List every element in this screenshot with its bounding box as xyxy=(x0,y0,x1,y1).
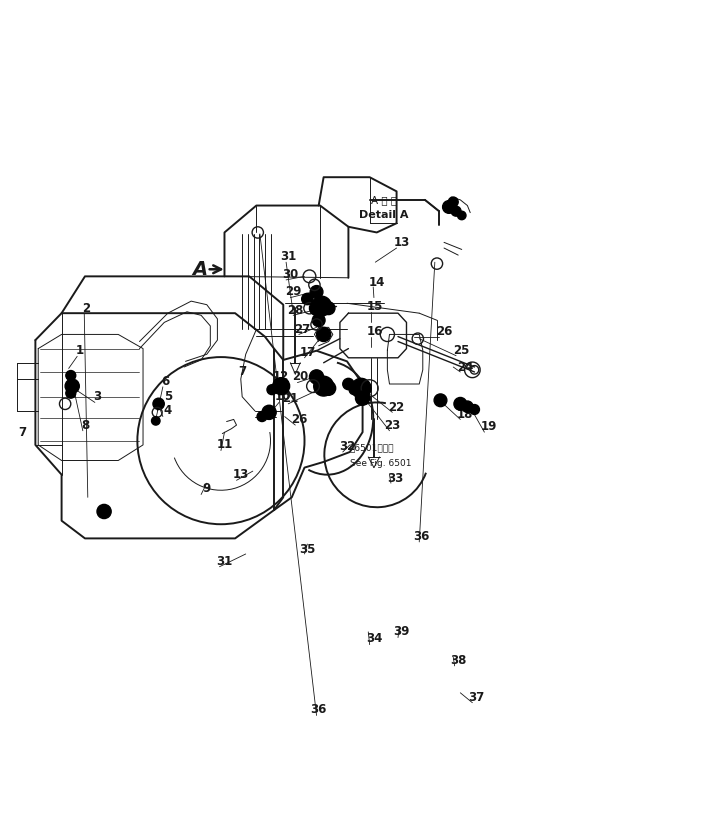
Text: 26: 26 xyxy=(436,325,452,338)
Circle shape xyxy=(262,405,276,420)
Circle shape xyxy=(351,379,371,398)
Text: See Fig. 6501: See Fig. 6501 xyxy=(350,459,412,468)
Text: 18: 18 xyxy=(457,408,474,421)
Text: 31: 31 xyxy=(280,250,296,263)
Text: 23: 23 xyxy=(384,419,400,431)
Circle shape xyxy=(309,301,324,315)
Text: 2: 2 xyxy=(82,302,90,314)
Circle shape xyxy=(434,394,447,406)
Text: 16: 16 xyxy=(367,325,383,338)
Circle shape xyxy=(272,378,289,395)
Circle shape xyxy=(310,286,323,298)
Text: 4: 4 xyxy=(164,405,172,417)
Text: 7: 7 xyxy=(18,426,27,439)
Circle shape xyxy=(314,376,333,396)
Text: 36: 36 xyxy=(311,703,327,716)
Text: 33: 33 xyxy=(387,472,403,485)
Circle shape xyxy=(316,328,331,342)
Text: 15: 15 xyxy=(367,299,383,313)
Text: 6: 6 xyxy=(161,375,170,388)
Text: 5: 5 xyxy=(164,390,172,403)
Circle shape xyxy=(461,401,473,412)
Circle shape xyxy=(97,504,111,518)
Text: 30: 30 xyxy=(282,268,299,282)
Circle shape xyxy=(66,388,76,398)
Circle shape xyxy=(312,314,325,327)
Circle shape xyxy=(301,293,313,304)
Circle shape xyxy=(349,385,359,395)
Circle shape xyxy=(66,370,76,380)
Text: 25: 25 xyxy=(454,344,470,357)
Text: 14: 14 xyxy=(368,276,385,288)
Circle shape xyxy=(454,397,466,410)
Text: 13: 13 xyxy=(393,236,410,249)
Circle shape xyxy=(257,411,267,421)
Circle shape xyxy=(151,416,160,425)
Circle shape xyxy=(311,296,331,316)
Text: 28: 28 xyxy=(287,303,304,317)
Text: 11: 11 xyxy=(216,438,232,451)
Circle shape xyxy=(322,302,335,314)
Text: 3: 3 xyxy=(93,390,101,403)
Text: 22: 22 xyxy=(388,401,405,414)
Text: A: A xyxy=(192,260,207,278)
Text: 19: 19 xyxy=(481,420,497,433)
Text: 39: 39 xyxy=(393,625,410,639)
Text: 1: 1 xyxy=(75,344,83,357)
Text: 34: 34 xyxy=(365,633,382,645)
Text: 35: 35 xyxy=(299,543,316,555)
Text: 24: 24 xyxy=(457,360,474,374)
Circle shape xyxy=(309,370,324,384)
Text: Detail A: Detail A xyxy=(359,211,409,221)
Circle shape xyxy=(457,212,466,220)
Circle shape xyxy=(469,405,479,415)
Circle shape xyxy=(65,379,80,393)
Text: 17: 17 xyxy=(299,346,316,359)
Circle shape xyxy=(356,391,370,405)
Circle shape xyxy=(451,206,461,217)
Text: 12: 12 xyxy=(273,370,289,384)
Text: 31: 31 xyxy=(216,554,232,568)
Text: 27: 27 xyxy=(294,323,311,336)
Text: 37: 37 xyxy=(468,691,484,704)
Text: 36: 36 xyxy=(413,531,429,543)
Text: 20: 20 xyxy=(292,370,309,384)
Circle shape xyxy=(443,201,455,213)
Text: 32: 32 xyxy=(339,440,355,453)
Text: 8: 8 xyxy=(81,419,89,431)
Text: A 詳 細: A 詳 細 xyxy=(370,195,397,205)
Text: 第6501図参照: 第6501図参照 xyxy=(350,443,395,452)
Text: 9: 9 xyxy=(203,482,211,495)
Circle shape xyxy=(153,398,164,410)
Text: 7: 7 xyxy=(238,365,246,379)
Text: 38: 38 xyxy=(450,654,466,667)
Circle shape xyxy=(343,379,354,390)
Text: 21: 21 xyxy=(282,392,299,405)
Text: 26: 26 xyxy=(291,413,307,426)
Circle shape xyxy=(321,381,336,395)
Text: 13: 13 xyxy=(232,468,249,482)
Circle shape xyxy=(267,385,277,395)
Text: 10: 10 xyxy=(275,390,292,403)
Text: 29: 29 xyxy=(285,285,301,298)
Circle shape xyxy=(448,197,458,207)
